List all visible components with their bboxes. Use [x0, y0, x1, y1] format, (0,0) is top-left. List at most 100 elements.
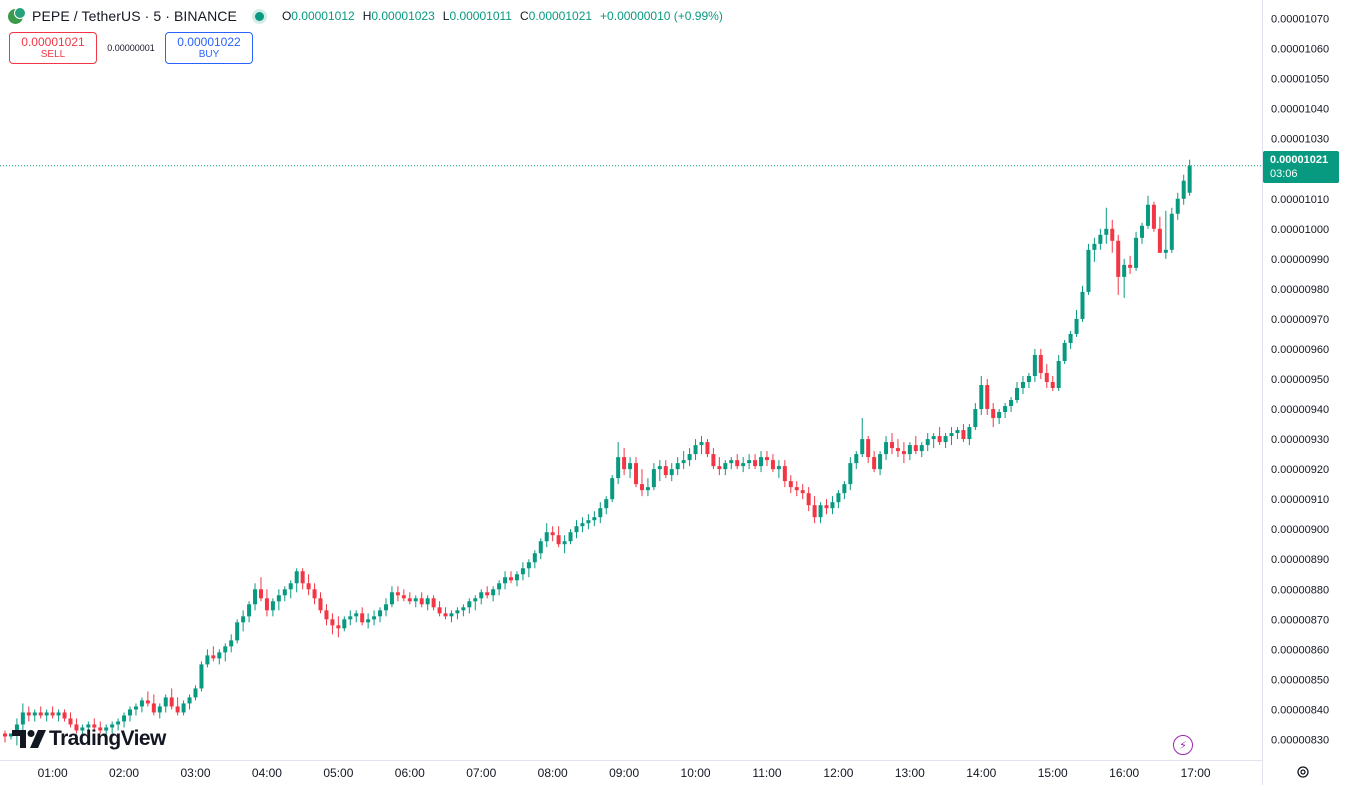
symbol-title[interactable]: PEPE / TetherUS · 5 · BINANCE: [32, 8, 237, 24]
candle-body: [675, 463, 680, 470]
candle-body: [312, 589, 317, 599]
low-value: 0.00001011: [449, 9, 512, 23]
sell-button[interactable]: 0.00001021 SELL: [9, 32, 97, 64]
low-label: L: [442, 9, 450, 23]
candle-body: [175, 706, 180, 713]
candle-body: [503, 577, 508, 584]
close-value: 0.00001021: [528, 9, 593, 23]
tradingview-logo-icon: [12, 730, 46, 748]
candle-body: [455, 610, 460, 614]
candle-body: [389, 592, 394, 605]
candle-body: [80, 727, 85, 731]
x-tick-label: 07:00: [466, 766, 496, 780]
candle-body: [985, 385, 990, 410]
candle-body: [68, 718, 73, 725]
candle-body: [336, 625, 341, 629]
candle-body: [812, 505, 817, 518]
candle-body: [1068, 333, 1073, 343]
candle-body: [461, 607, 466, 611]
candle-body: [907, 445, 912, 455]
candle-body: [3, 733, 7, 737]
tradingview-logo[interactable]: TradingView: [12, 727, 166, 751]
y-tick-label: 0.00000990: [1271, 254, 1329, 266]
candle-body: [973, 409, 978, 428]
candle-body: [354, 613, 359, 617]
candle-body: [854, 454, 859, 464]
candle-body: [639, 484, 644, 491]
candle-body: [407, 598, 412, 602]
candle-body: [1009, 400, 1014, 407]
candle-body: [395, 592, 400, 596]
candle-body: [747, 460, 752, 464]
x-tick-label: 10:00: [681, 766, 711, 780]
candle-body: [128, 709, 133, 716]
candle-body: [889, 442, 894, 449]
candle-body: [979, 385, 984, 410]
settings-icon[interactable]: [1296, 765, 1310, 779]
candle-body: [122, 715, 127, 722]
candle-body: [86, 724, 91, 728]
candle-body: [1122, 264, 1127, 277]
y-tick-label: 0.00000920: [1271, 464, 1329, 476]
candle-body: [199, 664, 204, 689]
open-label: O: [281, 9, 292, 23]
buy-button[interactable]: 0.00001022 BUY: [165, 32, 253, 64]
candle-body: [253, 589, 258, 605]
candle-body: [586, 520, 591, 524]
lightning-icon[interactable]: ⚡: [1173, 735, 1193, 755]
y-tick-label: 0.00000950: [1271, 374, 1329, 386]
candle-body: [687, 454, 692, 461]
candle-body: [437, 607, 442, 614]
candle-body: [151, 703, 156, 713]
candle-body: [895, 448, 900, 452]
candle-body: [294, 571, 299, 584]
candle-body: [967, 427, 972, 440]
x-tick-label: 04:00: [252, 766, 282, 780]
candle-body: [413, 598, 418, 602]
market-open-dot-icon[interactable]: [254, 11, 264, 21]
candle-body: [235, 622, 240, 641]
close-label: C: [519, 9, 529, 23]
candle-body: [568, 532, 573, 542]
candle-body: [532, 553, 537, 563]
candle-body: [770, 460, 775, 470]
candle-body: [479, 592, 484, 599]
candle-body: [776, 466, 781, 470]
candle-body: [1038, 354, 1043, 373]
y-tick-label: 0.00000830: [1271, 734, 1329, 746]
y-tick-label: 0.00000930: [1271, 434, 1329, 446]
candle-body: [1062, 342, 1067, 361]
x-tick-label: 05:00: [323, 766, 353, 780]
candle-body: [556, 535, 561, 545]
candle-body: [788, 481, 793, 488]
candle-body: [550, 532, 555, 536]
candle-body: [300, 571, 305, 584]
candle-body: [735, 460, 740, 467]
candle-body: [657, 466, 662, 470]
candle-body: [241, 616, 246, 623]
candle-body: [997, 412, 1002, 419]
ohlc-values: O 0.00001012 H 0.00001023 L 0.00001011 C…: [282, 9, 723, 23]
y-tick-label: 0.00000940: [1271, 404, 1329, 416]
candle-body: [1163, 249, 1168, 253]
candle-body: [205, 655, 210, 665]
y-tick-label: 0.00000970: [1271, 314, 1329, 326]
candle-body: [14, 724, 19, 734]
y-tick-label: 0.00001050: [1271, 74, 1329, 86]
candle-body: [217, 652, 222, 659]
candle-body: [574, 526, 579, 533]
candle-body: [38, 712, 43, 716]
candle-body: [562, 541, 567, 545]
candle-body: [425, 598, 430, 605]
x-tick-label: 09:00: [609, 766, 639, 780]
candle-body: [223, 646, 228, 653]
candle-body: [44, 712, 49, 716]
candle-body: [366, 619, 371, 623]
y-tick-label: 0.00001010: [1271, 194, 1329, 206]
candle-body: [1140, 225, 1145, 238]
y-tick-label: 0.00001000: [1271, 224, 1329, 236]
candle-body: [1157, 228, 1162, 253]
candle-body: [449, 613, 454, 617]
